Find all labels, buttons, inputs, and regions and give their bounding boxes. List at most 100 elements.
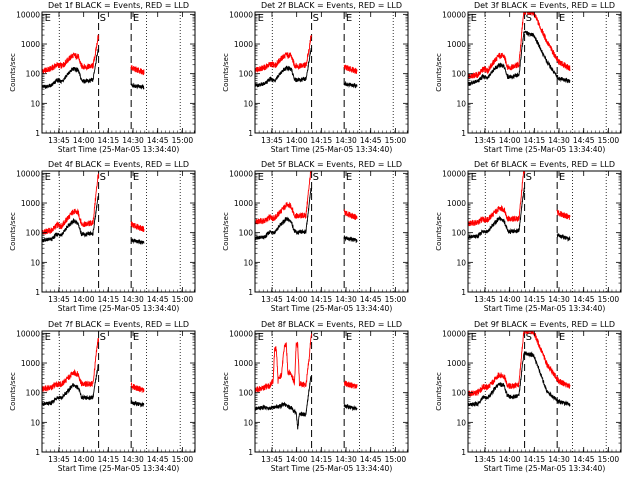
- plot-frame: [467, 11, 622, 134]
- y-tick-label: 10000: [16, 329, 40, 338]
- interval-letter: E: [559, 332, 565, 343]
- interval-letter: E: [258, 172, 264, 183]
- y-tick-label: 1: [461, 129, 466, 138]
- y-tick-label: 1000: [234, 359, 253, 368]
- interval-letter: E: [346, 13, 352, 24]
- y-axis-label: Counts/sec: [222, 53, 230, 92]
- y-tick-label: 1: [248, 288, 253, 297]
- interval-letter: E: [133, 13, 139, 24]
- y-tick-label: 100: [239, 70, 254, 79]
- panel-title: Det 3f BLACK = Events, RED = LLD: [474, 1, 615, 10]
- x-tick-label: 14:30: [548, 295, 570, 304]
- y-tick-label: 100: [26, 389, 41, 398]
- y-axis-label: Counts/sec: [222, 372, 230, 411]
- interval-letter: E: [346, 172, 352, 183]
- interval-letter: E: [45, 172, 51, 183]
- x-tick-label: 14:15: [311, 455, 333, 464]
- lld-series-line: [255, 333, 313, 393]
- x-tick-label: 14:30: [548, 136, 570, 145]
- plot-frame: [41, 330, 196, 453]
- x-axis-label: Start Time (25-Mar-05 13:34:40): [484, 304, 606, 313]
- panel-title: Det 2f BLACK = Events, RED = LLD: [261, 1, 402, 10]
- x-tick-label: 14:30: [548, 455, 570, 464]
- x-tick-label: 14:00: [286, 455, 308, 464]
- panel-title: Det 6f BLACK = Events, RED = LLD: [474, 160, 615, 169]
- y-tick-label: 100: [26, 229, 41, 238]
- interval-letter: S: [313, 13, 319, 24]
- events-series-line: [255, 376, 313, 430]
- y-tick-label: 100: [452, 70, 467, 79]
- events-series-line: [255, 187, 313, 241]
- panel-title: Det 4f BLACK = Events, RED = LLD: [48, 160, 189, 169]
- x-tick-label: 14:45: [360, 455, 382, 464]
- y-tick-label: 10000: [229, 169, 253, 178]
- series-group: [255, 171, 358, 244]
- events-series-line: [468, 187, 526, 239]
- series-group: [255, 333, 358, 430]
- panel-det-4f: Det 4f BLACK = Events, RED = LLD E S E 1 10 10…: [9, 160, 196, 313]
- plot-frame: [41, 170, 196, 293]
- x-tick-label: 13:45: [48, 455, 70, 464]
- lld-series-line: [468, 171, 526, 227]
- y-axis-label: Counts/sec: [9, 372, 17, 411]
- y-axis-label: Counts/sec: [435, 372, 443, 411]
- y-tick-label: 100: [452, 389, 467, 398]
- x-tick-label: 15:00: [598, 455, 620, 464]
- interval-letter: S: [313, 332, 319, 343]
- x-tick-label: 13:45: [261, 455, 283, 464]
- x-tick-label: 15:00: [385, 455, 407, 464]
- events-series-line: [130, 400, 145, 408]
- y-axis-label: Counts/sec: [9, 212, 17, 251]
- y-tick-label: 10: [30, 99, 40, 108]
- y-tick-label: 1: [248, 448, 253, 457]
- x-tick-label: 13:45: [474, 455, 496, 464]
- y-tick-label: 1: [35, 129, 40, 138]
- y-tick-label: 1000: [234, 199, 253, 208]
- y-axis-label: Counts/sec: [435, 53, 443, 92]
- x-tick-label: 13:45: [48, 295, 70, 304]
- x-tick-label: 14:00: [499, 455, 521, 464]
- x-axis-label: Start Time (25-Mar-05 13:34:40): [271, 145, 393, 154]
- interval-letter: E: [45, 332, 51, 343]
- interval-letter: E: [133, 332, 139, 343]
- y-tick-label: 10: [243, 99, 253, 108]
- y-tick-label: 1: [461, 448, 466, 457]
- panel-det-3f: Det 3f BLACK = Events, RED = LLD E S E 1 10 10…: [435, 1, 622, 154]
- series-group: [42, 34, 145, 90]
- interval-letter: E: [559, 172, 565, 183]
- x-tick-label: 14:15: [311, 295, 333, 304]
- x-tick-label: 14:15: [98, 455, 120, 464]
- events-series-line: [468, 30, 571, 86]
- interval-letter: E: [471, 172, 477, 183]
- plot-frame: [467, 330, 622, 453]
- y-axis-label: Counts/sec: [9, 53, 17, 92]
- lld-series-line: [255, 171, 312, 225]
- panel-det-1f: Det 1f BLACK = Events, RED = LLD E S E 1 10 10…: [9, 1, 196, 154]
- series-group: [255, 35, 358, 89]
- y-axis-label: Counts/sec: [435, 212, 443, 251]
- x-tick-label: 14:15: [524, 136, 546, 145]
- interval-letter: S: [526, 172, 532, 183]
- lld-series-line: [130, 221, 145, 232]
- plot-frame: [254, 330, 409, 453]
- x-tick-label: 14:30: [122, 295, 144, 304]
- lld-series-line: [255, 35, 313, 74]
- series-group: [42, 173, 145, 245]
- series-group: [468, 12, 571, 86]
- series-group: [468, 171, 571, 242]
- x-tick-label: 14:15: [98, 295, 120, 304]
- lld-series-line: [343, 380, 358, 389]
- plot-frame: [41, 11, 196, 134]
- panel-title: Det 8f BLACK = Events, RED = LLD: [261, 320, 402, 329]
- panel-det-2f: Det 2f BLACK = Events, RED = LLD E S E 1 10 10…: [222, 1, 409, 154]
- interval-letter: E: [346, 332, 352, 343]
- y-tick-label: 10: [30, 418, 40, 427]
- y-tick-label: 10000: [442, 10, 466, 19]
- y-tick-label: 10000: [442, 329, 466, 338]
- x-tick-label: 15:00: [172, 136, 194, 145]
- x-tick-label: 14:45: [360, 136, 382, 145]
- x-tick-label: 14:45: [360, 295, 382, 304]
- y-tick-label: 10000: [16, 169, 40, 178]
- x-tick-label: 14:45: [147, 455, 169, 464]
- x-axis-label: Start Time (25-Mar-05 13:34:40): [484, 145, 606, 154]
